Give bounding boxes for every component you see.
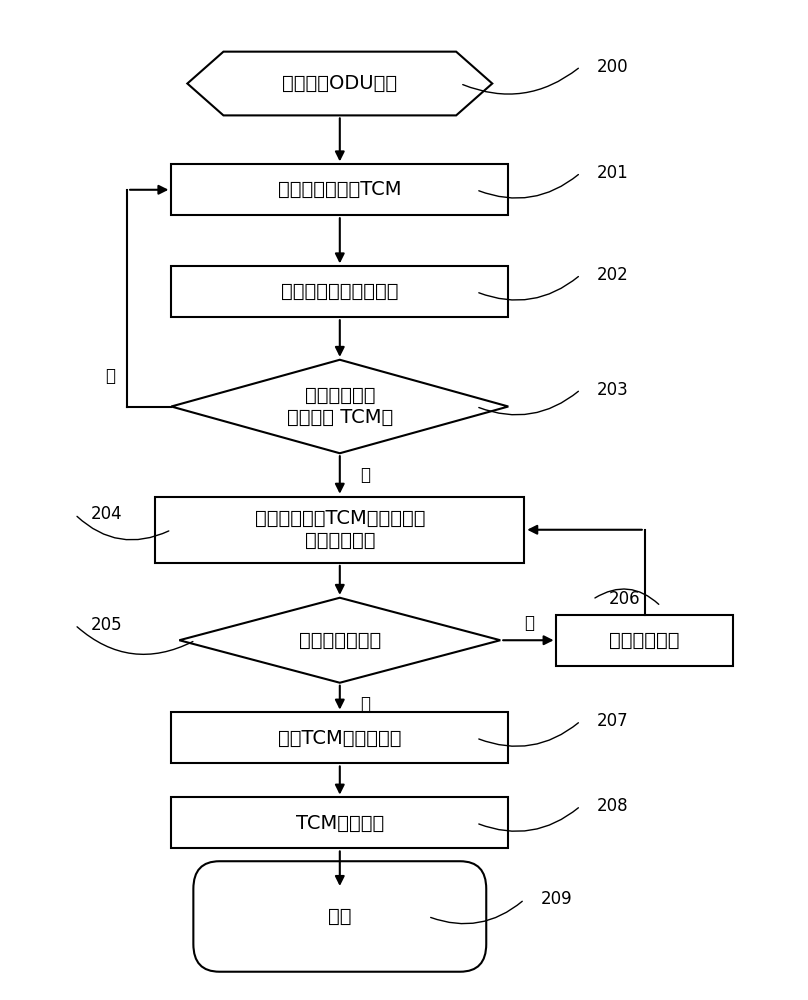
Text: 201: 201 xyxy=(596,164,629,182)
Text: 205: 205 xyxy=(91,616,123,634)
Text: 调整各个功能: 调整各个功能 xyxy=(609,631,680,650)
Text: 配置某个级别的TCM: 配置某个级别的TCM xyxy=(278,180,402,199)
FancyBboxPatch shape xyxy=(193,861,486,972)
Text: 提示各个等级TCM的关系及与
交叉功能关系: 提示各个等级TCM的关系及与 交叉功能关系 xyxy=(255,509,425,550)
Text: 202: 202 xyxy=(596,266,629,284)
Text: 203: 203 xyxy=(596,381,629,399)
Text: 区间内非介入监视配置: 区间内非介入监视配置 xyxy=(281,282,398,301)
Text: 选中某个ODU业务: 选中某个ODU业务 xyxy=(282,74,398,93)
Text: 否: 否 xyxy=(524,614,534,632)
Text: 是: 是 xyxy=(360,695,370,713)
Bar xyxy=(155,497,524,563)
Text: 204: 204 xyxy=(91,505,123,523)
Text: 207: 207 xyxy=(596,712,628,730)
Bar xyxy=(557,615,733,666)
Text: 200: 200 xyxy=(596,58,628,76)
Text: 否: 否 xyxy=(360,466,370,484)
Text: 结束: 结束 xyxy=(328,907,351,926)
Bar xyxy=(171,266,508,317)
Text: 其他TCM相关的配置: 其他TCM相关的配置 xyxy=(278,728,402,747)
Text: 206: 206 xyxy=(608,590,640,608)
Bar xyxy=(171,797,508,848)
Bar xyxy=(171,164,508,215)
Text: 208: 208 xyxy=(596,797,628,815)
Bar xyxy=(171,712,508,763)
Text: 是: 是 xyxy=(105,367,115,385)
Polygon shape xyxy=(179,598,500,683)
Text: 用户确认同意？: 用户确认同意？ xyxy=(299,631,381,650)
Text: TCM功能使能: TCM功能使能 xyxy=(296,813,384,832)
Text: 209: 209 xyxy=(541,890,572,908)
Polygon shape xyxy=(171,360,508,453)
Polygon shape xyxy=(187,52,492,115)
Text: 是否还要配置
其他级别 TCM？: 是否还要配置 其他级别 TCM？ xyxy=(287,386,393,427)
